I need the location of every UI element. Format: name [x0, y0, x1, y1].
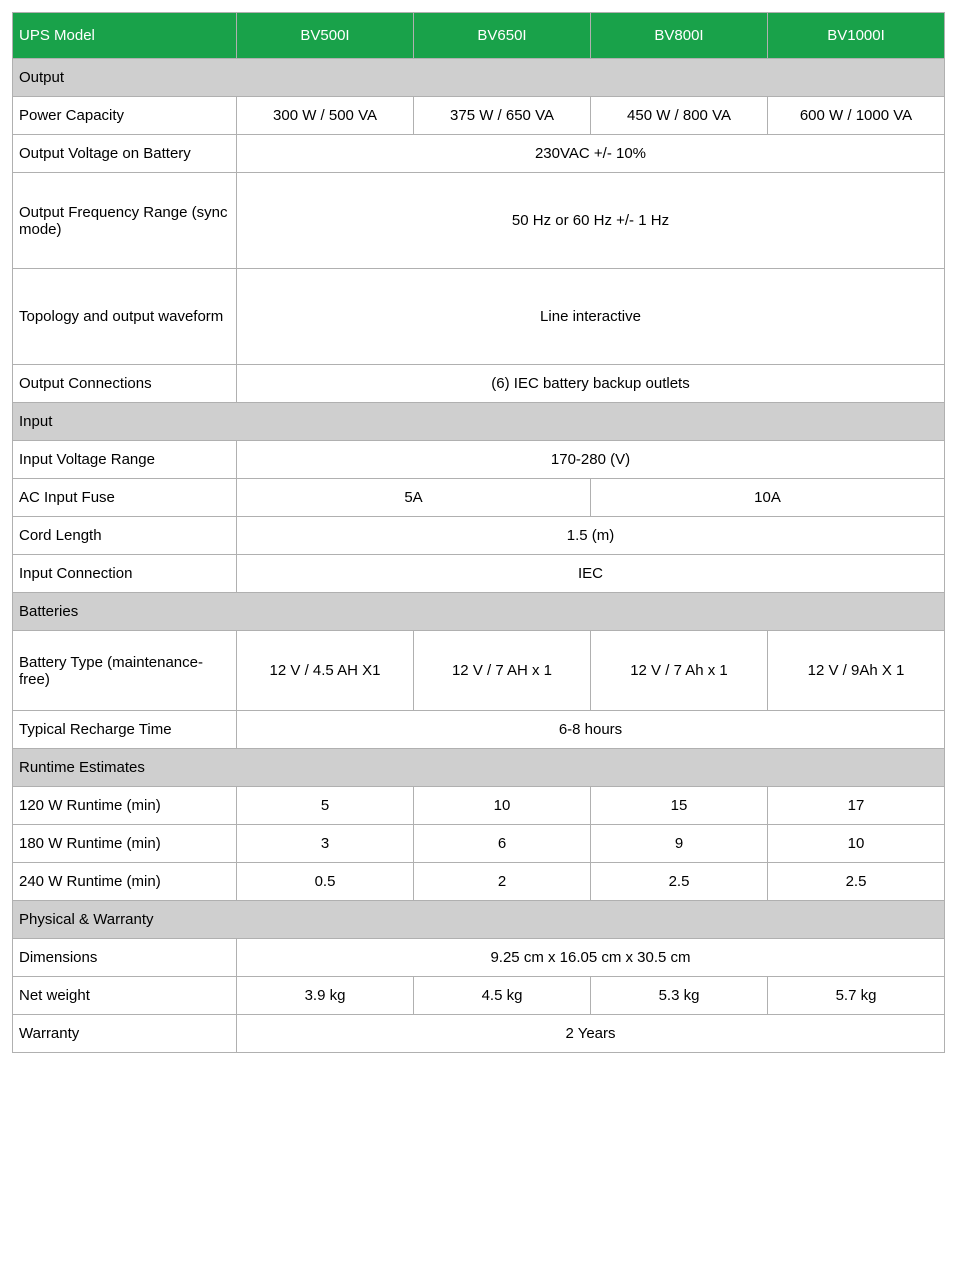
- cord-length-value: 1.5 (m): [237, 517, 945, 555]
- ac-fuse-1: 10A: [591, 479, 945, 517]
- runtime-120-1: 10: [414, 787, 591, 825]
- section-physical-label: Physical & Warranty: [13, 901, 945, 939]
- cord-length-label: Cord Length: [13, 517, 237, 555]
- battery-type-1: 12 V / 7 AH x 1: [414, 631, 591, 711]
- input-connection-label: Input Connection: [13, 555, 237, 593]
- row-runtime-240: 240 W Runtime (min) 0.5 2 2.5 2.5: [13, 863, 945, 901]
- runtime-240-1: 2: [414, 863, 591, 901]
- section-output-label: Output: [13, 59, 945, 97]
- runtime-180-1: 6: [414, 825, 591, 863]
- battery-type-label: Battery Type (maintenance-free): [13, 631, 237, 711]
- input-voltage-value: 170-280 (V): [237, 441, 945, 479]
- runtime-120-label: 120 W Runtime (min): [13, 787, 237, 825]
- output-frequency-label: Output Frequency Range (sync mode): [13, 173, 237, 269]
- row-output-voltage: Output Voltage on Battery 230VAC +/- 10%: [13, 135, 945, 173]
- topology-value: Line interactive: [237, 269, 945, 365]
- warranty-label: Warranty: [13, 1015, 237, 1053]
- output-voltage-label: Output Voltage on Battery: [13, 135, 237, 173]
- row-dimensions: Dimensions 9.25 cm x 16.05 cm x 30.5 cm: [13, 939, 945, 977]
- section-runtime: Runtime Estimates: [13, 749, 945, 787]
- row-cord-length: Cord Length 1.5 (m): [13, 517, 945, 555]
- battery-type-0: 12 V / 4.5 AH X1: [237, 631, 414, 711]
- power-capacity-0: 300 W / 500 VA: [237, 97, 414, 135]
- topology-label: Topology and output waveform: [13, 269, 237, 365]
- recharge-time-label: Typical Recharge Time: [13, 711, 237, 749]
- section-runtime-label: Runtime Estimates: [13, 749, 945, 787]
- section-input: Input: [13, 403, 945, 441]
- header-model-2: BV800I: [591, 13, 768, 59]
- header-label: UPS Model: [13, 13, 237, 59]
- battery-type-2: 12 V / 7 Ah x 1: [591, 631, 768, 711]
- output-frequency-value: 50 Hz or 60 Hz +/- 1 Hz: [237, 173, 945, 269]
- ac-fuse-label: AC Input Fuse: [13, 479, 237, 517]
- net-weight-1: 4.5 kg: [414, 977, 591, 1015]
- row-net-weight: Net weight 3.9 kg 4.5 kg 5.3 kg 5.7 kg: [13, 977, 945, 1015]
- runtime-240-3: 2.5: [768, 863, 945, 901]
- row-input-voltage: Input Voltage Range 170-280 (V): [13, 441, 945, 479]
- ups-spec-table: UPS Model BV500I BV650I BV800I BV1000I O…: [12, 12, 945, 1053]
- header-row: UPS Model BV500I BV650I BV800I BV1000I: [13, 13, 945, 59]
- section-batteries: Batteries: [13, 593, 945, 631]
- runtime-240-0: 0.5: [237, 863, 414, 901]
- row-runtime-120: 120 W Runtime (min) 5 10 15 17: [13, 787, 945, 825]
- row-ac-fuse: AC Input Fuse 5A 10A: [13, 479, 945, 517]
- power-capacity-1: 375 W / 650 VA: [414, 97, 591, 135]
- header-model-1: BV650I: [414, 13, 591, 59]
- dimensions-value: 9.25 cm x 16.05 cm x 30.5 cm: [237, 939, 945, 977]
- net-weight-3: 5.7 kg: [768, 977, 945, 1015]
- warranty-value: 2 Years: [237, 1015, 945, 1053]
- recharge-time-value: 6-8 hours: [237, 711, 945, 749]
- net-weight-0: 3.9 kg: [237, 977, 414, 1015]
- row-runtime-180: 180 W Runtime (min) 3 6 9 10: [13, 825, 945, 863]
- input-connection-value: IEC: [237, 555, 945, 593]
- row-recharge-time: Typical Recharge Time 6-8 hours: [13, 711, 945, 749]
- power-capacity-3: 600 W / 1000 VA: [768, 97, 945, 135]
- output-connections-label: Output Connections: [13, 365, 237, 403]
- dimensions-label: Dimensions: [13, 939, 237, 977]
- input-voltage-label: Input Voltage Range: [13, 441, 237, 479]
- output-connections-value: (6) IEC battery backup outlets: [237, 365, 945, 403]
- section-input-label: Input: [13, 403, 945, 441]
- section-batteries-label: Batteries: [13, 593, 945, 631]
- row-topology: Topology and output waveform Line intera…: [13, 269, 945, 365]
- power-capacity-label: Power Capacity: [13, 97, 237, 135]
- row-power-capacity: Power Capacity 300 W / 500 VA 375 W / 65…: [13, 97, 945, 135]
- output-voltage-value: 230VAC +/- 10%: [237, 135, 945, 173]
- runtime-120-3: 17: [768, 787, 945, 825]
- runtime-120-2: 15: [591, 787, 768, 825]
- ac-fuse-0: 5A: [237, 479, 591, 517]
- row-output-connections: Output Connections (6) IEC battery backu…: [13, 365, 945, 403]
- runtime-240-2: 2.5: [591, 863, 768, 901]
- runtime-180-label: 180 W Runtime (min): [13, 825, 237, 863]
- runtime-240-label: 240 W Runtime (min): [13, 863, 237, 901]
- header-model-3: BV1000I: [768, 13, 945, 59]
- runtime-120-0: 5: [237, 787, 414, 825]
- row-input-connection: Input Connection IEC: [13, 555, 945, 593]
- power-capacity-2: 450 W / 800 VA: [591, 97, 768, 135]
- runtime-180-3: 10: [768, 825, 945, 863]
- row-warranty: Warranty 2 Years: [13, 1015, 945, 1053]
- battery-type-3: 12 V / 9Ah X 1: [768, 631, 945, 711]
- row-output-frequency: Output Frequency Range (sync mode) 50 Hz…: [13, 173, 945, 269]
- net-weight-2: 5.3 kg: [591, 977, 768, 1015]
- header-model-0: BV500I: [237, 13, 414, 59]
- runtime-180-0: 3: [237, 825, 414, 863]
- runtime-180-2: 9: [591, 825, 768, 863]
- row-battery-type: Battery Type (maintenance-free) 12 V / 4…: [13, 631, 945, 711]
- section-output: Output: [13, 59, 945, 97]
- section-physical: Physical & Warranty: [13, 901, 945, 939]
- net-weight-label: Net weight: [13, 977, 237, 1015]
